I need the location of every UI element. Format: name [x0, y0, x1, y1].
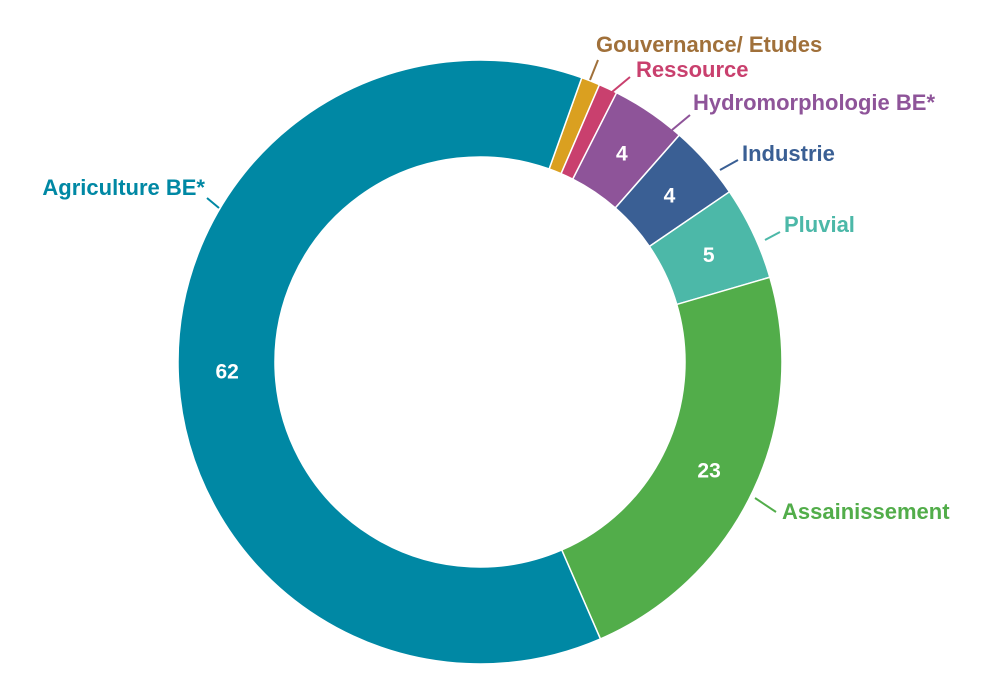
category-label-pluvial: Pluvial	[784, 212, 855, 237]
leader-line-assainissement	[754, 497, 777, 513]
leader-line-gouvernance-etudes	[589, 59, 599, 81]
category-label-hydromorphologie-be: Hydromorphologie BE*	[693, 90, 935, 115]
value-label-industrie: 4	[664, 184, 676, 207]
value-label-pluvial: 5	[703, 244, 715, 267]
value-label-hydromorphologie-be: 4	[616, 143, 628, 166]
leader-line-ressource	[611, 76, 631, 93]
category-label-industrie: Industrie	[742, 141, 835, 166]
category-label-assainissement: Assainissement	[782, 499, 950, 524]
category-label-agriculture-be: Agriculture BE*	[42, 175, 205, 200]
slice-agriculture-be	[177, 59, 602, 665]
leader-line-industrie	[719, 159, 739, 171]
value-label-assainissement: 23	[697, 459, 720, 482]
category-label-ressource: Ressource	[636, 57, 749, 82]
leader-line-pluvial	[764, 231, 781, 241]
leader-line-hydromorphologie-be	[671, 114, 691, 131]
value-label-agriculture-be: 62	[215, 360, 238, 383]
category-label-gouvernance-etudes: Gouvernance/ Etudes	[596, 32, 822, 57]
slice-assainissement	[560, 276, 783, 640]
leader-line-agriculture-be	[206, 197, 220, 209]
